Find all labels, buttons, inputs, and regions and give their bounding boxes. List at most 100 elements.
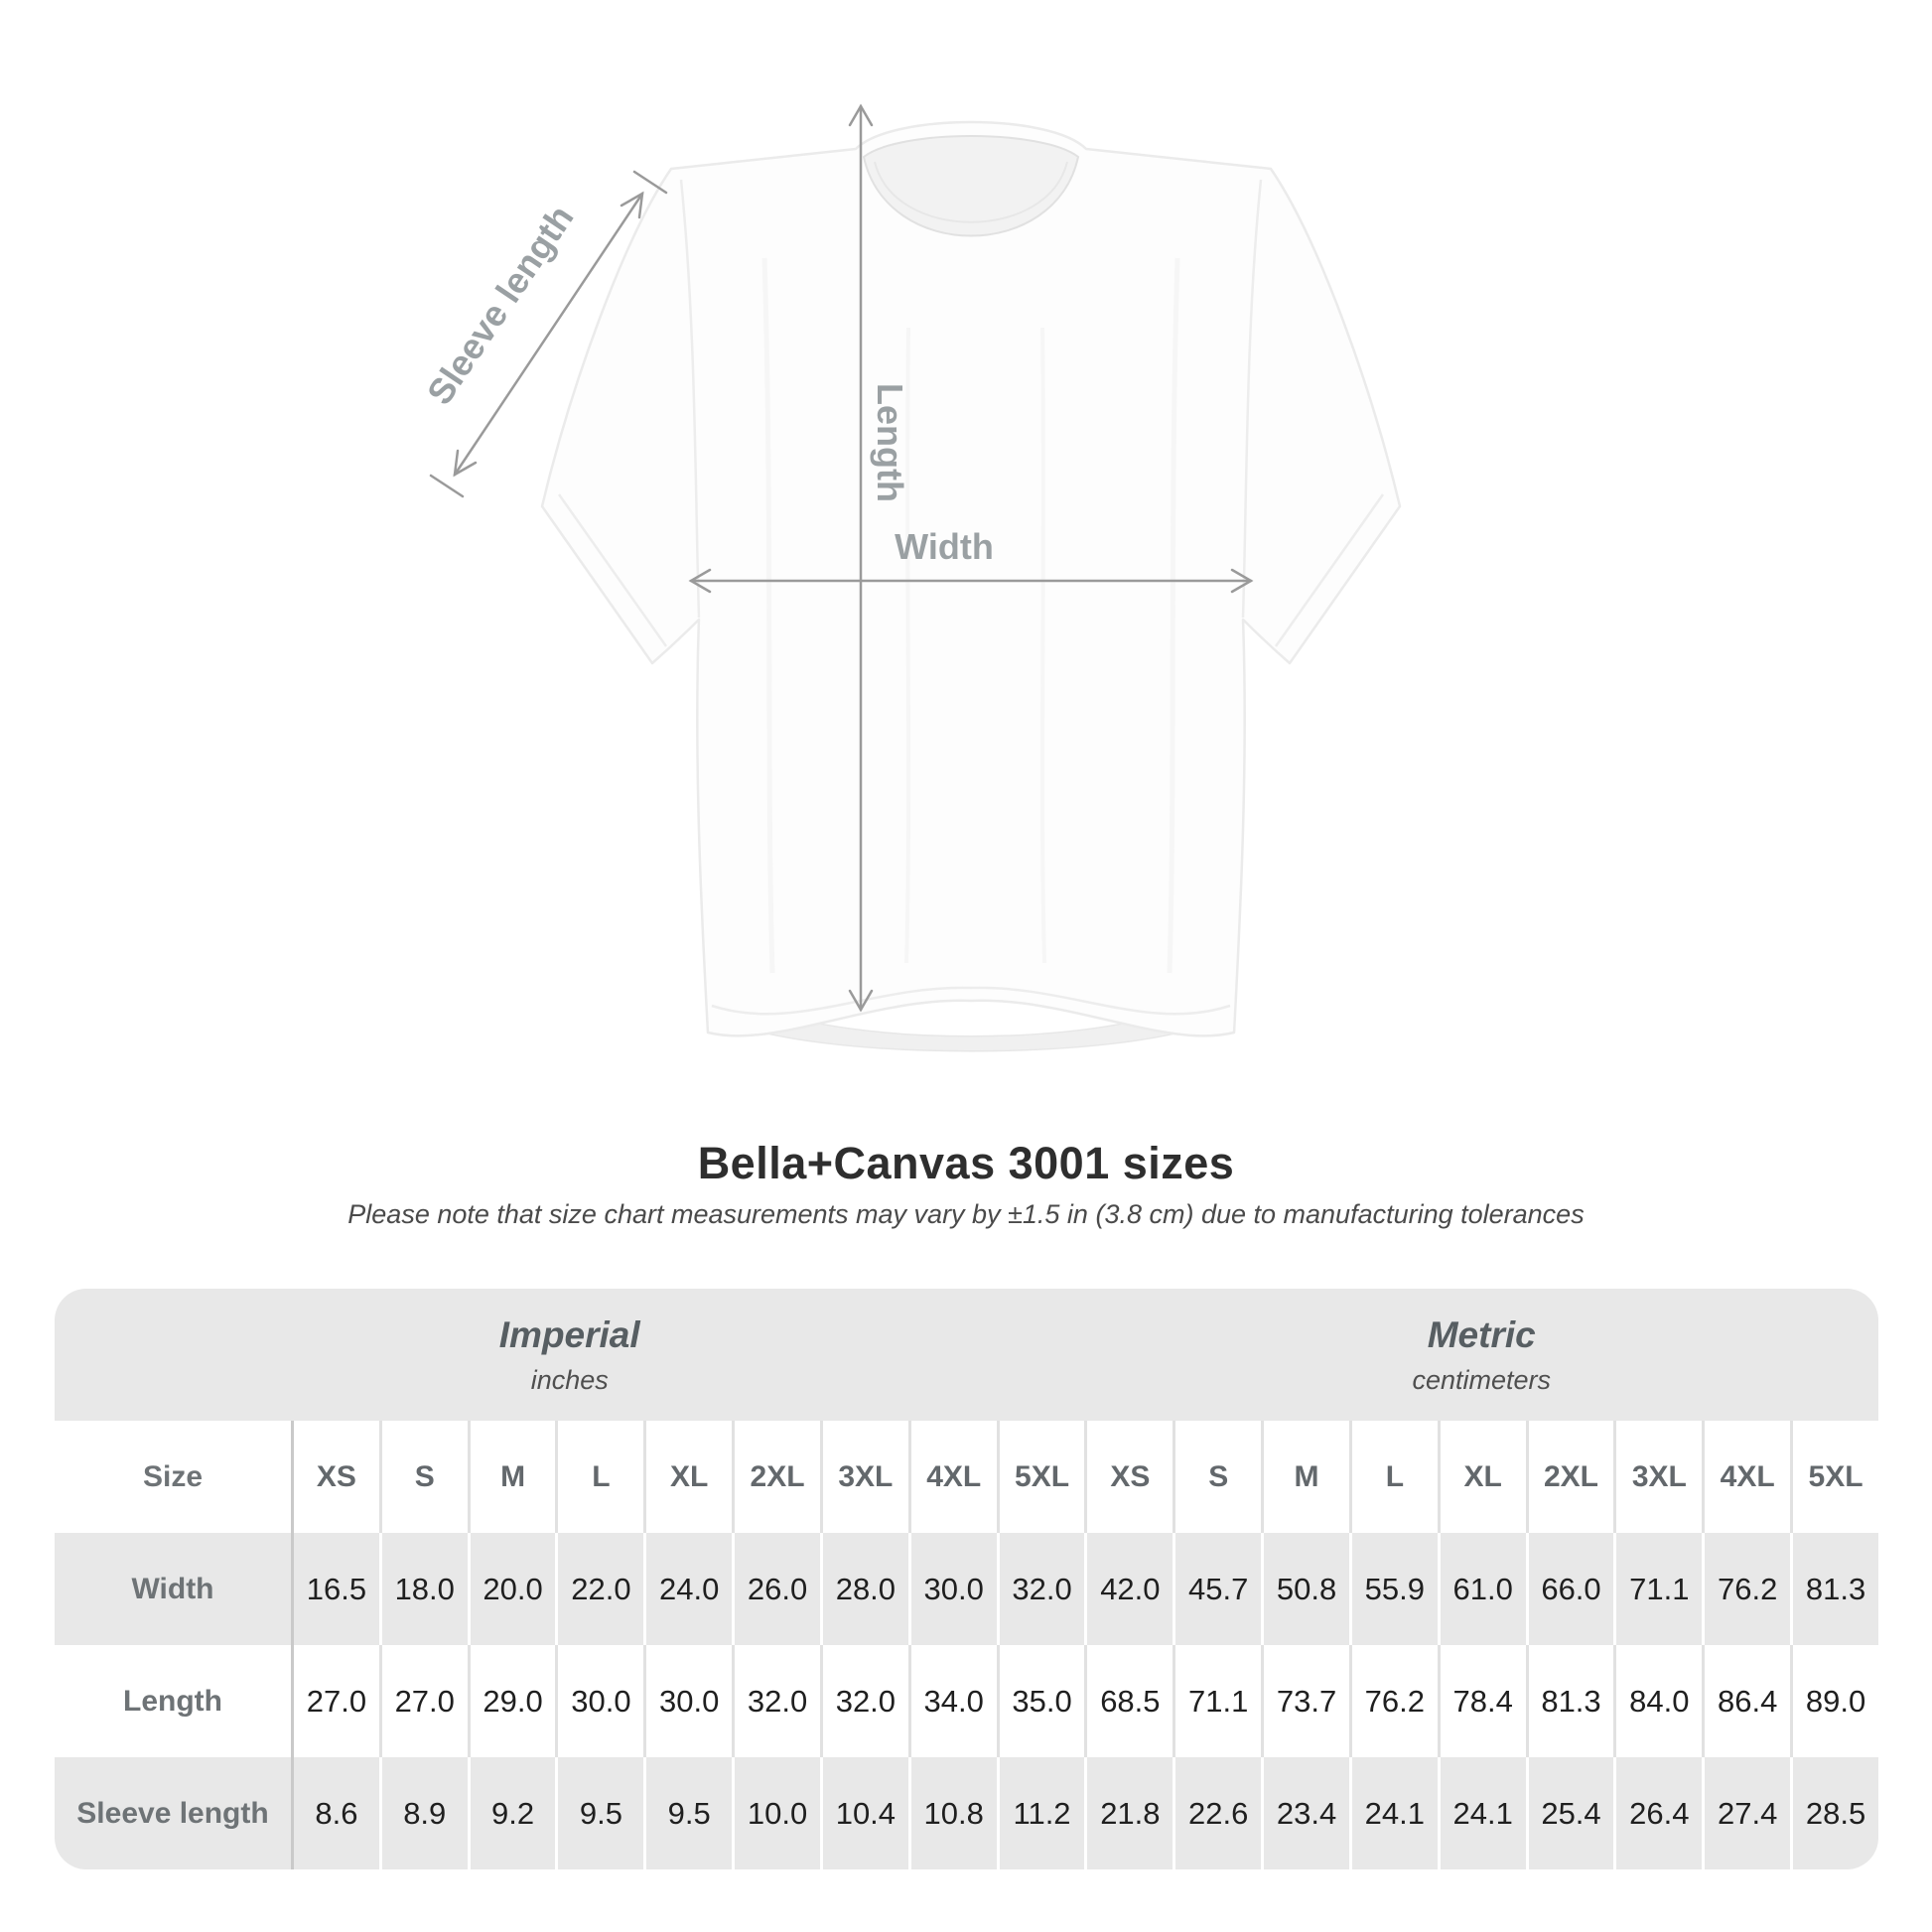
tshirt-collar-seam: [874, 161, 1068, 223]
value-cell: 10.4: [819, 1757, 908, 1869]
size-header-row: Size XS S M L XL 2XL 3XL 4XL 5XL XS S M L XL 2XL 3XL 4XL…: [55, 1421, 1878, 1533]
table-row-length: Length 27.0 27.0 29.0 30.0 30.0 32.0 32.0 34.0 35…: [55, 1645, 1878, 1757]
value-cell: 86.4: [1702, 1645, 1791, 1757]
metric-unit-label: centimeters: [1412, 1364, 1551, 1395]
value-cell: 8.6: [291, 1757, 379, 1869]
value-cell: 84.0: [1613, 1645, 1703, 1757]
size-col-imperial-4xl: 4XL: [907, 1421, 997, 1533]
value-cell: 81.3: [1525, 1645, 1614, 1757]
value-cell: 27.0: [291, 1645, 379, 1757]
size-col-imperial-m: M: [467, 1421, 556, 1533]
size-col-imperial-5xl: 5XL: [996, 1421, 1085, 1533]
unit-band-row: Imperial inches Metric centimeters: [55, 1289, 1878, 1421]
tshirt-seams: [557, 179, 1385, 1016]
size-col-imperial-xs: XS: [291, 1421, 379, 1533]
value-cell: 11.2: [996, 1757, 1085, 1869]
value-cell: 32.0: [732, 1645, 820, 1757]
value-cell: 24.0: [643, 1533, 733, 1645]
size-col-imperial-s: S: [378, 1421, 468, 1533]
value-cell: 68.5: [1084, 1645, 1173, 1757]
value-cell: 18.0: [378, 1533, 468, 1645]
tshirt-creases: [761, 257, 1180, 974]
value-cell: 8.9: [378, 1757, 468, 1869]
value-cell: 73.7: [1261, 1645, 1349, 1757]
page-title: Bella+Canvas 3001 sizes: [697, 1138, 1235, 1188]
value-cell: 22.6: [1173, 1757, 1262, 1869]
value-cell: 23.4: [1261, 1757, 1349, 1869]
value-cell: 34.0: [907, 1645, 997, 1757]
value-cell: 24.1: [1348, 1757, 1438, 1869]
size-col-metric-4xl: 4XL: [1702, 1421, 1791, 1533]
size-col-imperial-3xl: 3XL: [819, 1421, 908, 1533]
size-col-metric-l: L: [1348, 1421, 1438, 1533]
value-cell: 16.5: [291, 1533, 379, 1645]
value-cell: 30.0: [643, 1645, 733, 1757]
value-cell: 32.0: [819, 1645, 908, 1757]
size-col-metric-s: S: [1173, 1421, 1262, 1533]
size-col-imperial-xl: XL: [643, 1421, 733, 1533]
value-cell: 21.8: [1084, 1757, 1173, 1869]
row-label: Length: [55, 1645, 291, 1757]
size-col-metric-2xl: 2XL: [1525, 1421, 1614, 1533]
imperial-band: Imperial inches: [55, 1289, 1085, 1421]
size-table: Imperial inches Metric centimeters Size …: [55, 1289, 1878, 1869]
value-cell: 29.0: [467, 1645, 556, 1757]
size-col-metric-xs: XS: [1084, 1421, 1173, 1533]
value-cell: 9.5: [643, 1757, 733, 1869]
measurement-arrows: [429, 103, 1254, 1013]
value-cell: 22.0: [555, 1533, 644, 1645]
table-row-sleeve-length: Sleeve length 8.6 8.9 9.2 9.5 9.5 10.0 10.4 10.8…: [55, 1757, 1878, 1869]
size-col-metric-m: M: [1261, 1421, 1349, 1533]
tshirt-body: [540, 120, 1402, 1037]
table-row-width: Width 16.5 18.0 20.0 22.0 24.0 26.0 28.0 30.0 32.…: [55, 1533, 1878, 1645]
imperial-label: Imperial: [498, 1313, 640, 1355]
tshirt-measurement-diagram: Sleeve length Length Width: [419, 103, 1402, 1052]
value-cell: 20.0: [467, 1533, 556, 1645]
value-cell: 28.0: [819, 1533, 908, 1645]
length-label: Length: [870, 383, 910, 502]
value-cell: 89.0: [1790, 1645, 1878, 1757]
size-col-metric-3xl: 3XL: [1613, 1421, 1703, 1533]
length-arrow: [848, 103, 874, 1013]
value-cell: 25.4: [1525, 1757, 1614, 1869]
page-subtitle: Please note that size chart measurements…: [347, 1199, 1585, 1229]
size-col-imperial-l: L: [555, 1421, 644, 1533]
value-cell: 35.0: [996, 1645, 1085, 1757]
sleeve-length-label: Sleeve length: [419, 198, 582, 411]
metric-band: Metric centimeters: [1084, 1289, 1878, 1421]
row-label: Width: [55, 1533, 291, 1645]
value-cell: 32.0: [996, 1533, 1085, 1645]
value-cell: 71.1: [1173, 1645, 1262, 1757]
value-cell: 30.0: [907, 1533, 997, 1645]
width-label: Width: [895, 526, 994, 567]
sleeve-length-arrow: [429, 170, 668, 498]
value-cell: 78.4: [1437, 1645, 1526, 1757]
value-cell: 26.0: [732, 1533, 820, 1645]
size-col-metric-5xl: 5XL: [1790, 1421, 1878, 1533]
value-cell: 45.7: [1173, 1533, 1262, 1645]
value-cell: 66.0: [1525, 1533, 1614, 1645]
value-cell: 42.0: [1084, 1533, 1173, 1645]
value-cell: 81.3: [1790, 1533, 1878, 1645]
value-cell: 26.4: [1613, 1757, 1703, 1869]
value-cell: 50.8: [1261, 1533, 1349, 1645]
value-cell: 27.4: [1702, 1757, 1791, 1869]
value-cell: 76.2: [1348, 1645, 1438, 1757]
value-cell: 30.0: [555, 1645, 644, 1757]
value-cell: 27.0: [378, 1645, 468, 1757]
value-cell: 10.8: [907, 1757, 997, 1869]
size-corner-label: Size: [55, 1421, 291, 1533]
imperial-unit-label: inches: [530, 1364, 609, 1395]
size-col-metric-xl: XL: [1437, 1421, 1526, 1533]
width-arrow: [688, 568, 1254, 594]
value-cell: 76.2: [1702, 1533, 1791, 1645]
value-cell: 10.0: [732, 1757, 820, 1869]
value-cell: 24.1: [1437, 1757, 1526, 1869]
value-cell: 61.0: [1437, 1533, 1526, 1645]
value-cell: 9.5: [555, 1757, 644, 1869]
value-cell: 55.9: [1348, 1533, 1438, 1645]
value-cell: 28.5: [1790, 1757, 1878, 1869]
value-cell: 9.2: [467, 1757, 556, 1869]
value-cell: 71.1: [1613, 1533, 1703, 1645]
